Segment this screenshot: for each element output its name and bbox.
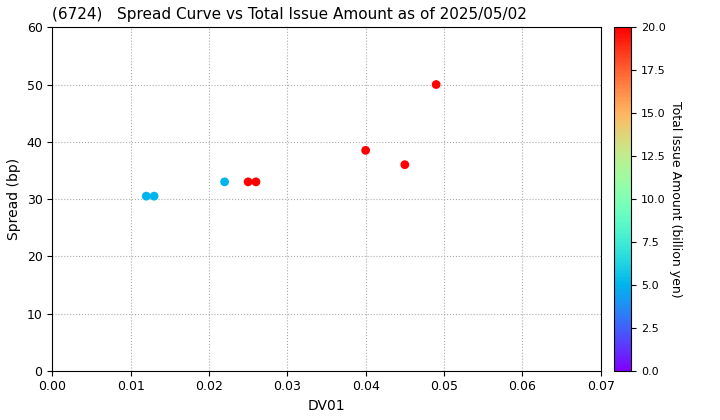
Y-axis label: Total Issue Amount (billion yen): Total Issue Amount (billion yen): [670, 101, 683, 297]
Point: [219, 178, 230, 185]
Point: [140, 193, 152, 199]
Text: (6724)   Spread Curve vs Total Issue Amount as of 2025/05/02: (6724) Spread Curve vs Total Issue Amoun…: [53, 7, 527, 22]
Point: [243, 178, 254, 185]
X-axis label: DV01: DV01: [307, 399, 346, 413]
Point: [431, 81, 442, 88]
Point: [399, 161, 410, 168]
Y-axis label: Spread (bp): Spread (bp): [7, 158, 21, 240]
Point: [360, 147, 372, 154]
Point: [148, 193, 160, 199]
Point: [250, 178, 261, 185]
